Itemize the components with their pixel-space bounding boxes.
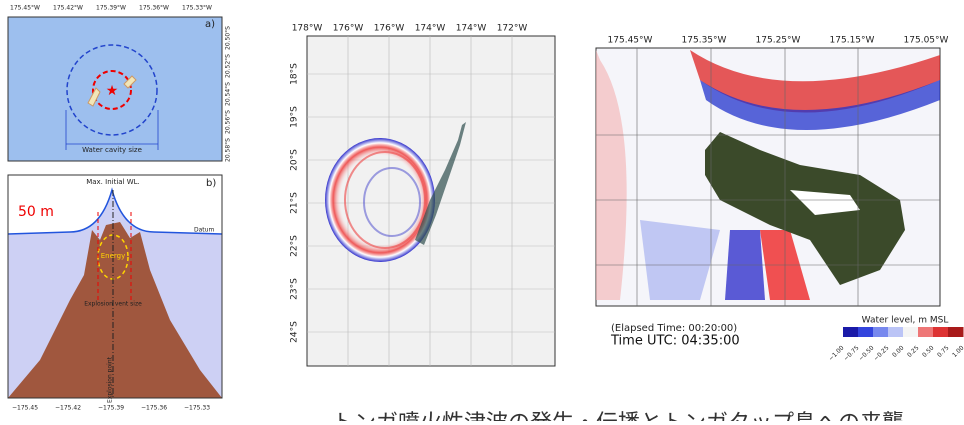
- lon-label: 175.33°W: [182, 5, 212, 12]
- colorbar-tick: −0.75: [843, 344, 861, 362]
- lon-label: 174°W: [415, 24, 446, 34]
- x-label: −175.45: [12, 405, 38, 412]
- lat-label: 20.56°S: [225, 110, 232, 134]
- x-label: −175.42: [55, 405, 81, 412]
- max-wl-label: Max. Initial WL.: [86, 178, 140, 186]
- energy-label: Energy: [101, 252, 126, 260]
- panel-label: b): [206, 178, 216, 189]
- lat-label: 20.52°S: [225, 54, 232, 78]
- lon-label: 178°W: [292, 24, 323, 34]
- lat-label: 23°S: [290, 278, 300, 300]
- lat-label: 20.54°S: [225, 82, 232, 106]
- colorbar-segment: [933, 327, 949, 337]
- colorbar-tick: −1.00: [828, 344, 846, 362]
- colorbar-tick: 1.00: [951, 344, 964, 359]
- x-label: −175.33: [184, 405, 210, 412]
- star: ★: [106, 83, 119, 99]
- colorbar: [843, 327, 964, 337]
- elapsed-time: (Elapsed Time: 00:20:00): [611, 323, 737, 334]
- lon-label: 175.05°W: [904, 36, 949, 46]
- figure: ★ 175.45°W 175.42°W 175.39°W 175.36°W 175.33…: [0, 0, 964, 421]
- lon-label: 172°W: [497, 24, 528, 34]
- colorbar-segment: [903, 327, 919, 337]
- x-label: −175.39: [98, 405, 124, 412]
- x-label: −175.36: [141, 405, 167, 412]
- colorbar-segment: [873, 327, 889, 337]
- lon-label: 174°W: [456, 24, 487, 34]
- lon-label: 175.45°W: [10, 5, 40, 12]
- vent-label: Explosion vent size: [84, 301, 142, 308]
- colorbar-tick: −0.25: [873, 344, 891, 362]
- colorbar-segment: [888, 327, 904, 337]
- colorbar-segment: [843, 327, 859, 337]
- lat-label: 22°S: [290, 235, 300, 257]
- lat-label: 19°S: [290, 106, 300, 128]
- lon-label: 175.36°W: [139, 5, 169, 12]
- lat-label: 20°S: [290, 149, 300, 171]
- lon-label: 175.42°W: [53, 5, 83, 12]
- colorbar-title: Water level, m MSL: [862, 316, 949, 326]
- cavity-label: Water cavity size: [82, 146, 142, 154]
- colorbar-tick: −0.50: [858, 344, 876, 362]
- lon-label: 175.39°W: [96, 5, 126, 12]
- colorbar-segment: [948, 327, 964, 337]
- time-utc: Time UTC: 04:35:00: [610, 334, 740, 349]
- lon-label: 175.45°W: [608, 36, 653, 46]
- panel-label: a): [205, 19, 215, 30]
- lon-label: 176°W: [333, 24, 364, 34]
- caption: トンガ噴火性津波の発生・伝播とトンガタップ島への来襲: [332, 411, 904, 421]
- datum-label: Datum: [194, 227, 214, 234]
- colorbar-segment: [918, 327, 934, 337]
- lon-label: 175.25°W: [756, 36, 801, 46]
- lon-label: 175.35°W: [682, 36, 727, 46]
- colorbar-tick: 0.25: [906, 344, 921, 359]
- colorbar-tick: 0.75: [936, 344, 951, 359]
- point-label: Explosion point: [107, 356, 114, 403]
- colorbar-segment: [858, 327, 874, 337]
- colorbar-tick: 0.50: [921, 344, 936, 359]
- colorbar-tick: 0.00: [891, 344, 906, 359]
- lat-label: 24°S: [290, 321, 300, 343]
- lat-label: 21°S: [290, 192, 300, 214]
- tsunami-front: [325, 138, 435, 262]
- lon-label: 176°W: [374, 24, 405, 34]
- lon-label: 175.15°W: [830, 36, 875, 46]
- lat-label: 20.50°S: [225, 26, 232, 50]
- lat-label: 20.58°S: [225, 138, 232, 162]
- height-label: 50 m: [18, 204, 54, 220]
- lat-label: 18°S: [290, 63, 300, 85]
